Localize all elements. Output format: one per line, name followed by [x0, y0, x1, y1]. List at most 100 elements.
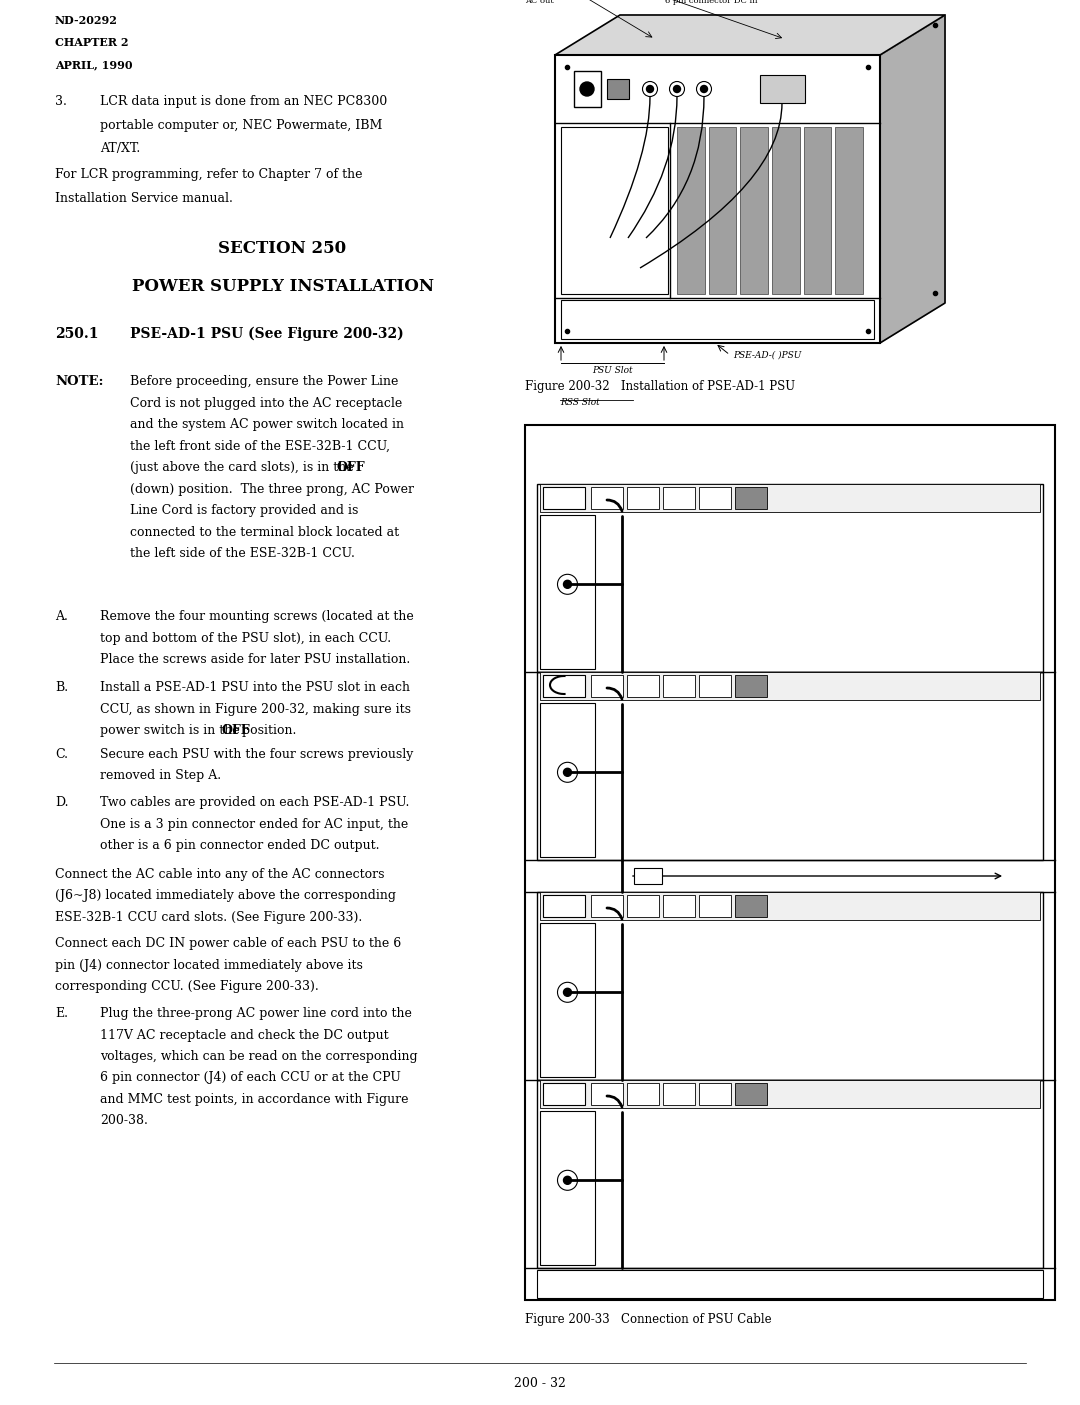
Text: C.: C. [55, 747, 68, 762]
Text: Remove the four mounting screws (located at the: Remove the four mounting screws (located… [100, 610, 414, 622]
Text: For LCR programming, refer to Chapter 7 of the: For LCR programming, refer to Chapter 7 … [55, 169, 363, 181]
Text: Figure 200-33   Connection of PSU Cable: Figure 200-33 Connection of PSU Cable [525, 1314, 771, 1326]
Text: PSE-AD-( )PSU: PSE-AD-( )PSU [733, 351, 801, 360]
Text: NOTE:: NOTE: [55, 375, 104, 388]
Text: Line Cord is factory provided and is: Line Cord is factory provided and is [130, 504, 359, 517]
Text: other is a 6 pin connector ended DC output.: other is a 6 pin connector ended DC outp… [100, 839, 379, 851]
Bar [699, 1083, 731, 1104]
Circle shape [557, 982, 578, 1002]
Text: the left side of the ESE-32B-1 CCU.: the left side of the ESE-32B-1 CCU. [130, 547, 355, 561]
Circle shape [670, 81, 685, 97]
Text: Connect the AC cable into any of the AC connectors: Connect the AC cable into any of the AC … [55, 868, 384, 881]
Circle shape [701, 86, 707, 93]
Circle shape [564, 988, 571, 996]
Bar [555, 55, 880, 343]
Bar [735, 488, 767, 509]
Text: BSG: BSG [708, 495, 721, 499]
Text: 117V AC receptacle and check the DC output: 117V AC receptacle and check the DC outp… [100, 1028, 389, 1041]
Text: LCR data input is done from an NEC PC8300: LCR data input is done from an NEC PC830… [100, 96, 388, 108]
Text: E.: E. [55, 1007, 68, 1020]
Polygon shape [555, 15, 945, 55]
Circle shape [564, 1176, 571, 1184]
Text: Install a PSE-AD-1 PSU into the PSU slot in each: Install a PSE-AD-1 PSU into the PSU slot… [100, 681, 410, 694]
Bar [627, 1083, 659, 1104]
Bar [804, 126, 832, 294]
Bar [543, 674, 585, 697]
Text: corresponding CCU. (See Figure 200-33).: corresponding CCU. (See Figure 200-33). [55, 981, 319, 993]
Text: Before proceeding, ensure the Power Line: Before proceeding, ensure the Power Line [130, 375, 399, 388]
Bar [537, 1270, 1043, 1298]
Bar [537, 483, 1043, 672]
Text: CCU, as shown in Figure 200-32, making sure its: CCU, as shown in Figure 200-32, making s… [100, 702, 411, 715]
Bar [760, 74, 805, 103]
Text: B.: B. [55, 681, 68, 694]
Text: Place the screws aside for later PSU installation.: Place the screws aside for later PSU ins… [100, 653, 410, 666]
Bar [540, 1111, 595, 1264]
Text: DC: DC [746, 1090, 756, 1094]
Bar [591, 1083, 623, 1104]
Text: RSS Slot: RSS Slot [561, 398, 599, 407]
Text: ND-20292: ND-20292 [55, 15, 118, 27]
Bar [663, 674, 696, 697]
Bar [627, 895, 659, 917]
Bar [663, 488, 696, 509]
Bar [540, 923, 595, 1078]
Text: POWER SUPPLY INSTALLATION: POWER SUPPLY INSTALLATION [132, 278, 433, 295]
Bar [561, 126, 669, 294]
Bar [735, 1083, 767, 1104]
Bar [627, 488, 659, 509]
Text: (J6~J8) located immediately above the corresponding: (J6~J8) located immediately above the co… [55, 889, 396, 902]
Text: AC: AC [674, 902, 684, 908]
Bar [540, 516, 595, 669]
Text: APRIL, 1990: APRIL, 1990 [55, 59, 133, 70]
Bar [591, 674, 623, 697]
Text: top and bottom of the PSU slot), in each CCU.: top and bottom of the PSU slot), in each… [100, 631, 391, 645]
Circle shape [580, 81, 594, 96]
Text: AC: AC [638, 902, 648, 908]
Text: (just above the card slots), is in the: (just above the card slots), is in the [130, 461, 357, 473]
Text: DC: DC [746, 495, 756, 499]
Text: Connect each DC IN power cable of each PSU to the 6: Connect each DC IN power cable of each P… [55, 937, 402, 950]
Text: voltages, which can be read on the corresponding: voltages, which can be read on the corre… [100, 1050, 418, 1064]
Text: Installation Service manual.: Installation Service manual. [55, 191, 233, 205]
Bar [663, 1083, 696, 1104]
Bar [740, 126, 768, 294]
Text: PSU Slot: PSU Slot [592, 365, 633, 375]
Text: Two cables are provided on each PSE-AD-1 PSU.: Two cables are provided on each PSE-AD-1… [100, 797, 409, 809]
Text: 3.: 3. [55, 96, 67, 108]
Text: AC out: AC out [525, 0, 554, 6]
Text: (down) position.  The three prong, AC Power: (down) position. The three prong, AC Pow… [130, 482, 414, 496]
Text: BSG: BSG [708, 902, 721, 908]
Circle shape [557, 575, 578, 594]
Circle shape [647, 86, 653, 93]
Text: 200 - 32: 200 - 32 [514, 1377, 566, 1390]
Text: portable computer or, NEC Powermate, IBM: portable computer or, NEC Powermate, IBM [100, 118, 382, 132]
Text: Secure each PSU with the four screws previously: Secure each PSU with the four screws pre… [100, 747, 414, 762]
Bar [543, 488, 585, 509]
Text: BSG: BSG [708, 681, 721, 687]
Text: DC: DC [746, 681, 756, 687]
Text: AC: AC [638, 681, 648, 687]
Bar [537, 1080, 1043, 1267]
Text: Figure 200-32   Installation of PSE-AD-1 PSU: Figure 200-32 Installation of PSE-AD-1 P… [525, 379, 795, 393]
Bar [540, 1080, 1040, 1109]
Text: D.: D. [55, 797, 68, 809]
Bar [607, 79, 629, 98]
Text: 6 pin connector DC in: 6 pin connector DC in [665, 0, 757, 6]
Bar [735, 895, 767, 917]
Text: AC: AC [603, 681, 611, 687]
Text: AC: AC [603, 1090, 611, 1094]
Bar [699, 674, 731, 697]
Circle shape [674, 86, 680, 93]
Bar [699, 488, 731, 509]
Bar [663, 895, 696, 917]
Circle shape [564, 580, 571, 589]
Bar [772, 126, 799, 294]
Bar [540, 702, 595, 857]
Text: connected to the terminal block located at: connected to the terminal block located … [130, 525, 400, 538]
Bar [540, 483, 1040, 511]
Bar [540, 892, 1040, 920]
Circle shape [697, 81, 712, 97]
Circle shape [557, 1170, 578, 1190]
Text: AC: AC [674, 1090, 684, 1094]
